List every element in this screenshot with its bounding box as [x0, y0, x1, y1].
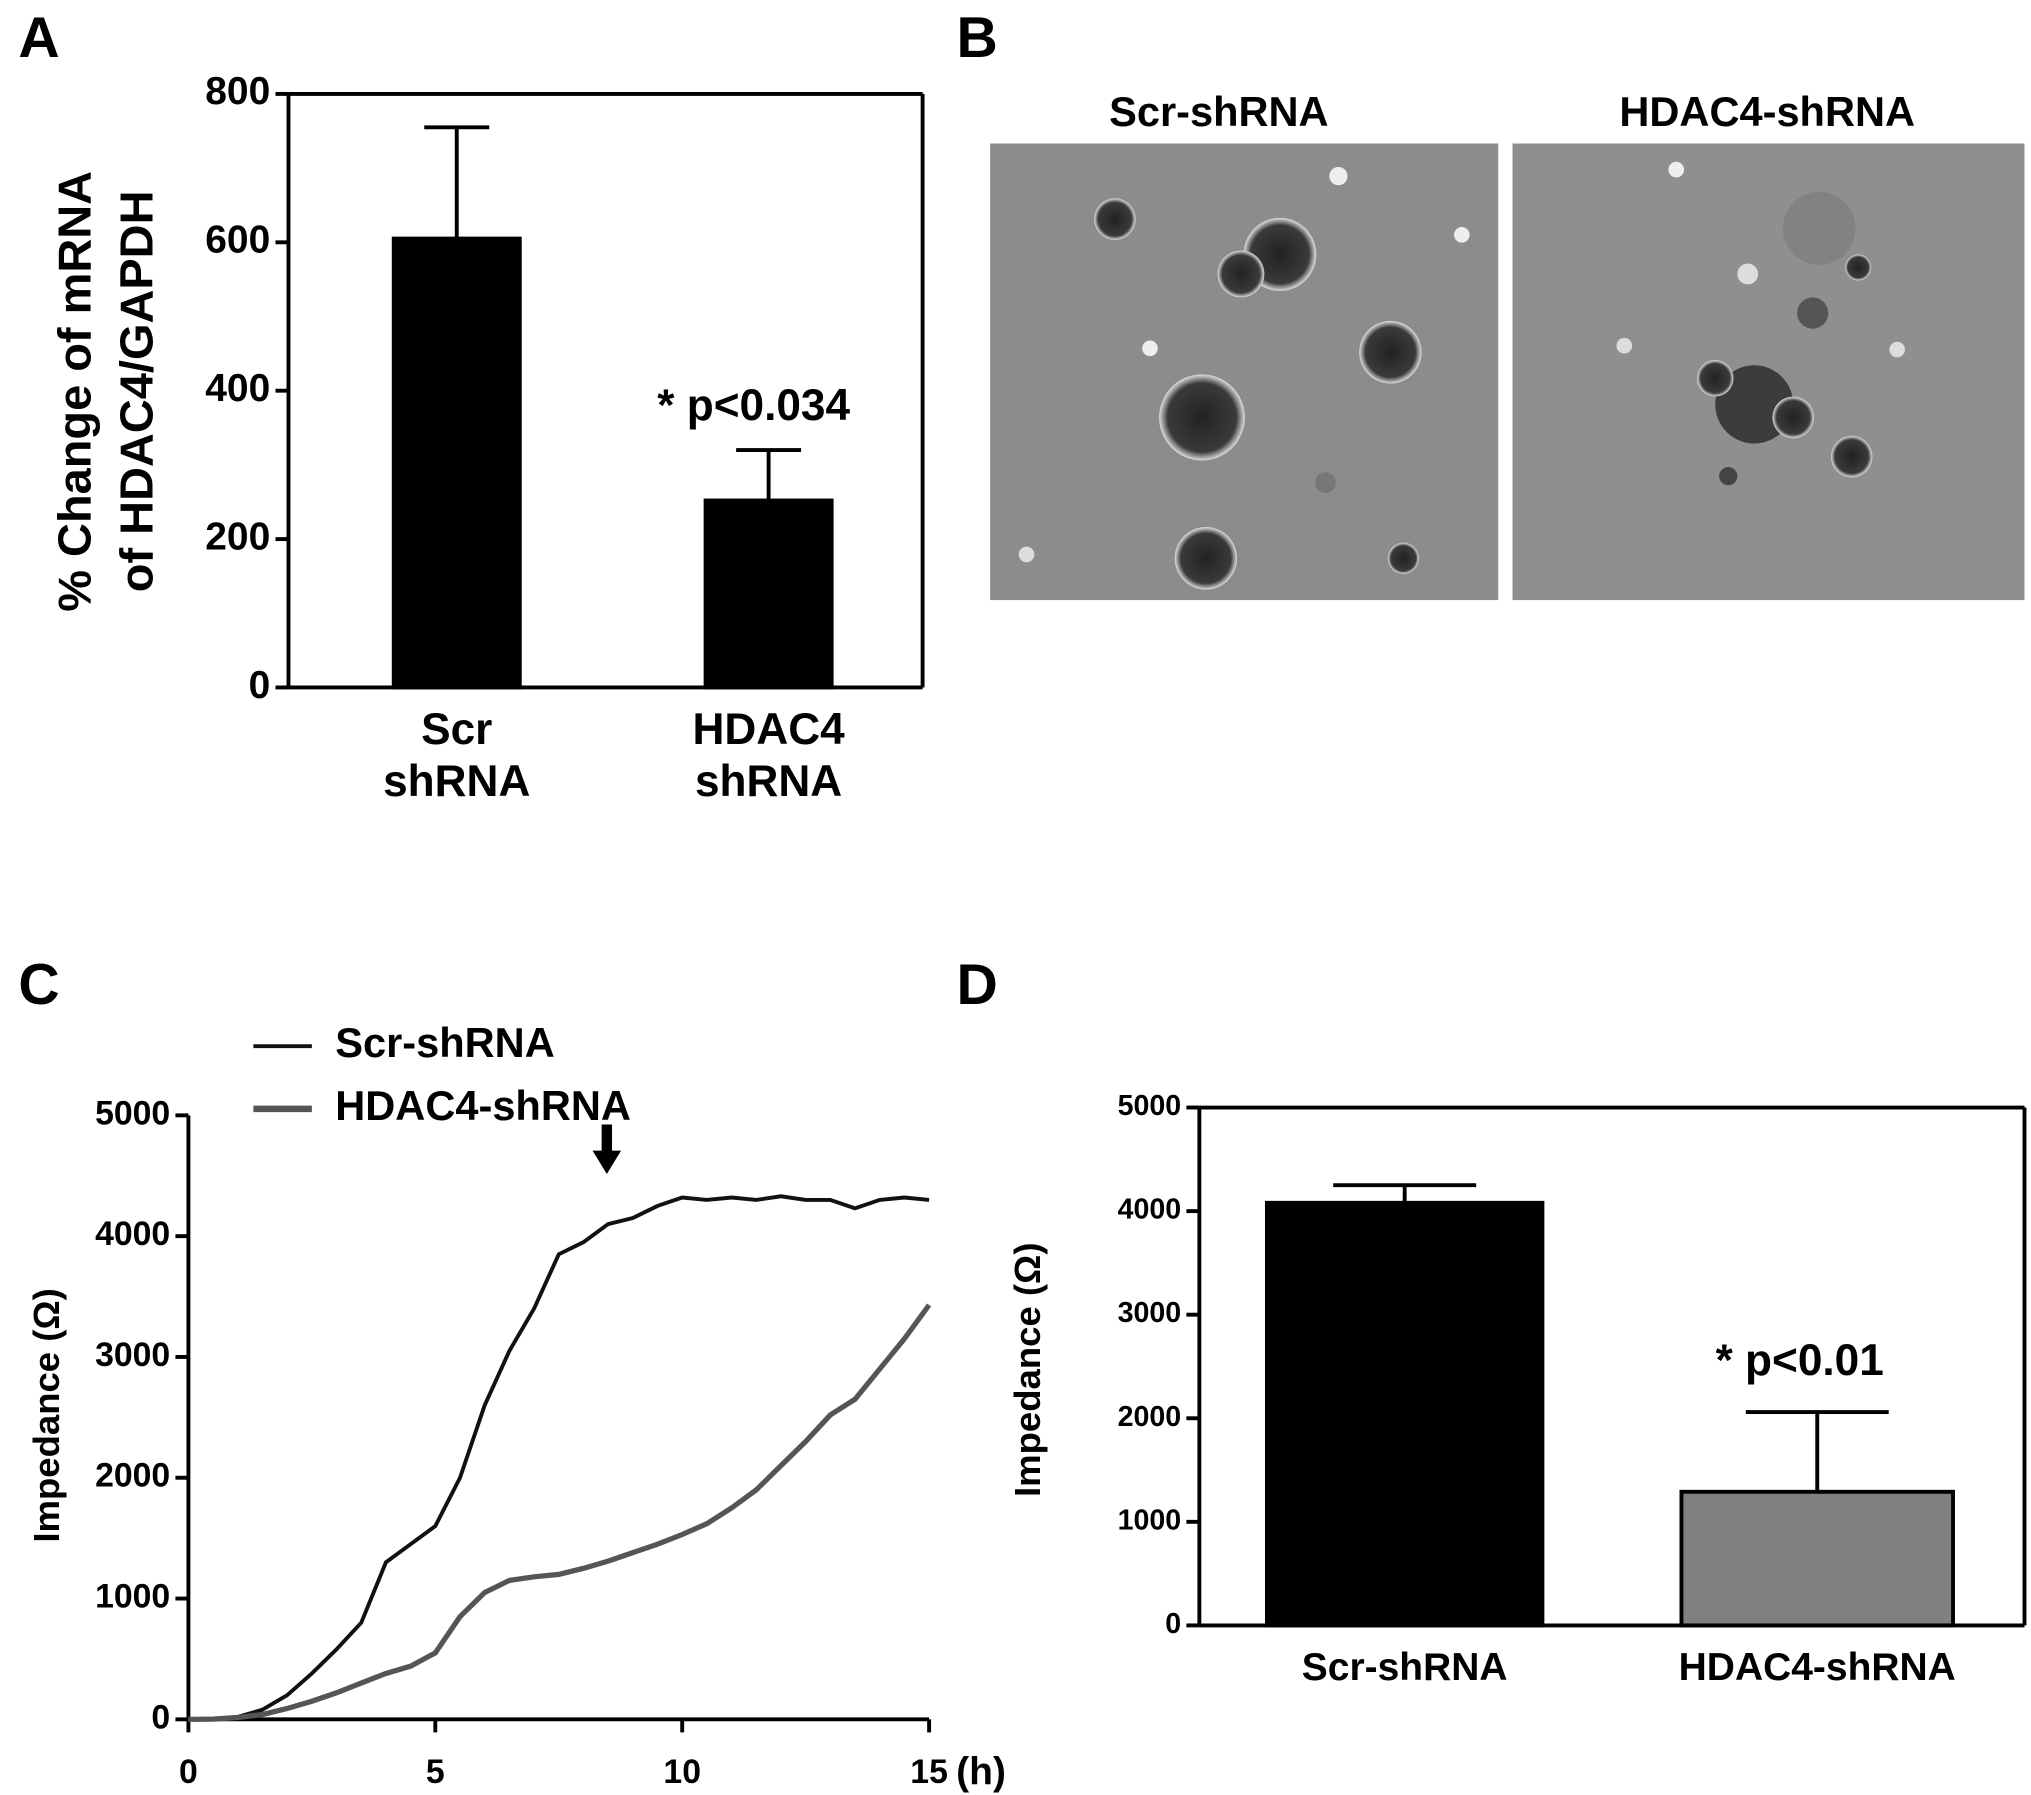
- y-axis-label: of HDAC4/GAPDH: [111, 190, 163, 592]
- panel-label: B: [957, 6, 998, 70]
- line: [188, 1303, 932, 1722]
- line: [188, 1194, 930, 1722]
- panel-label: C: [18, 953, 59, 1017]
- annotation: * p<0.01: [1716, 1336, 1884, 1385]
- legend-label: Scr-shRNA: [335, 1019, 554, 1066]
- y-tick-label: 600: [205, 219, 270, 262]
- y-axis-label: Impedance (Ω): [1007, 1242, 1048, 1496]
- y-tick-label: 400: [205, 367, 270, 410]
- y-tick-label: 2000: [95, 1457, 170, 1495]
- y-tick-label: 4000: [1118, 1194, 1182, 1226]
- y-tick-label: 1000: [95, 1577, 170, 1615]
- x-tick-label: 15: [910, 1753, 948, 1791]
- y-tick-label: 0: [249, 664, 271, 707]
- bar: [1264, 1200, 1545, 1628]
- x-tick-label: Scr shRNA: [383, 704, 530, 805]
- bar: [391, 236, 522, 690]
- image-title: HDAC4-shRNA: [1619, 88, 1915, 135]
- x-axis-label: (h): [956, 1750, 1006, 1793]
- y-tick-label: 0: [151, 1698, 170, 1736]
- y-tick-label: 1000: [1118, 1504, 1182, 1536]
- y-tick-label: 2000: [1118, 1401, 1182, 1433]
- panel-label: D: [957, 953, 998, 1017]
- bar: [703, 498, 834, 690]
- x-tick-label: 0: [179, 1753, 198, 1791]
- y-axis-label: Impedance (Ω): [26, 1288, 67, 1542]
- x-tick-label: HDAC4 shRNA: [693, 704, 846, 805]
- arrow: [592, 1124, 622, 1175]
- y-tick-label: 4000: [95, 1215, 170, 1253]
- y-tick-label: 3000: [95, 1336, 170, 1374]
- y-tick-label: 0: [1165, 1608, 1181, 1640]
- y-tick-label: 800: [205, 70, 270, 113]
- micrograph: [990, 143, 1499, 601]
- bar: [1679, 1489, 1955, 1628]
- annotation: * p<0.034: [657, 381, 850, 430]
- image-title: Scr-shRNA: [1109, 88, 1328, 135]
- panel-label: A: [18, 6, 59, 70]
- y-tick-label: 3000: [1118, 1297, 1182, 1329]
- x-tick-label: 5: [426, 1753, 445, 1791]
- x-tick-label: HDAC4-shRNA: [1679, 1646, 1956, 1689]
- y-tick-label: 5000: [1118, 1090, 1182, 1122]
- legend-label: HDAC4-shRNA: [335, 1082, 631, 1129]
- micrograph: [1512, 143, 2025, 601]
- y-axis-label: % Change of mRNA: [48, 171, 100, 612]
- y-tick-label: 200: [205, 515, 270, 558]
- y-tick-label: 5000: [95, 1094, 170, 1132]
- x-tick-label: 10: [663, 1753, 701, 1791]
- x-tick-label: Scr-shRNA: [1302, 1646, 1508, 1689]
